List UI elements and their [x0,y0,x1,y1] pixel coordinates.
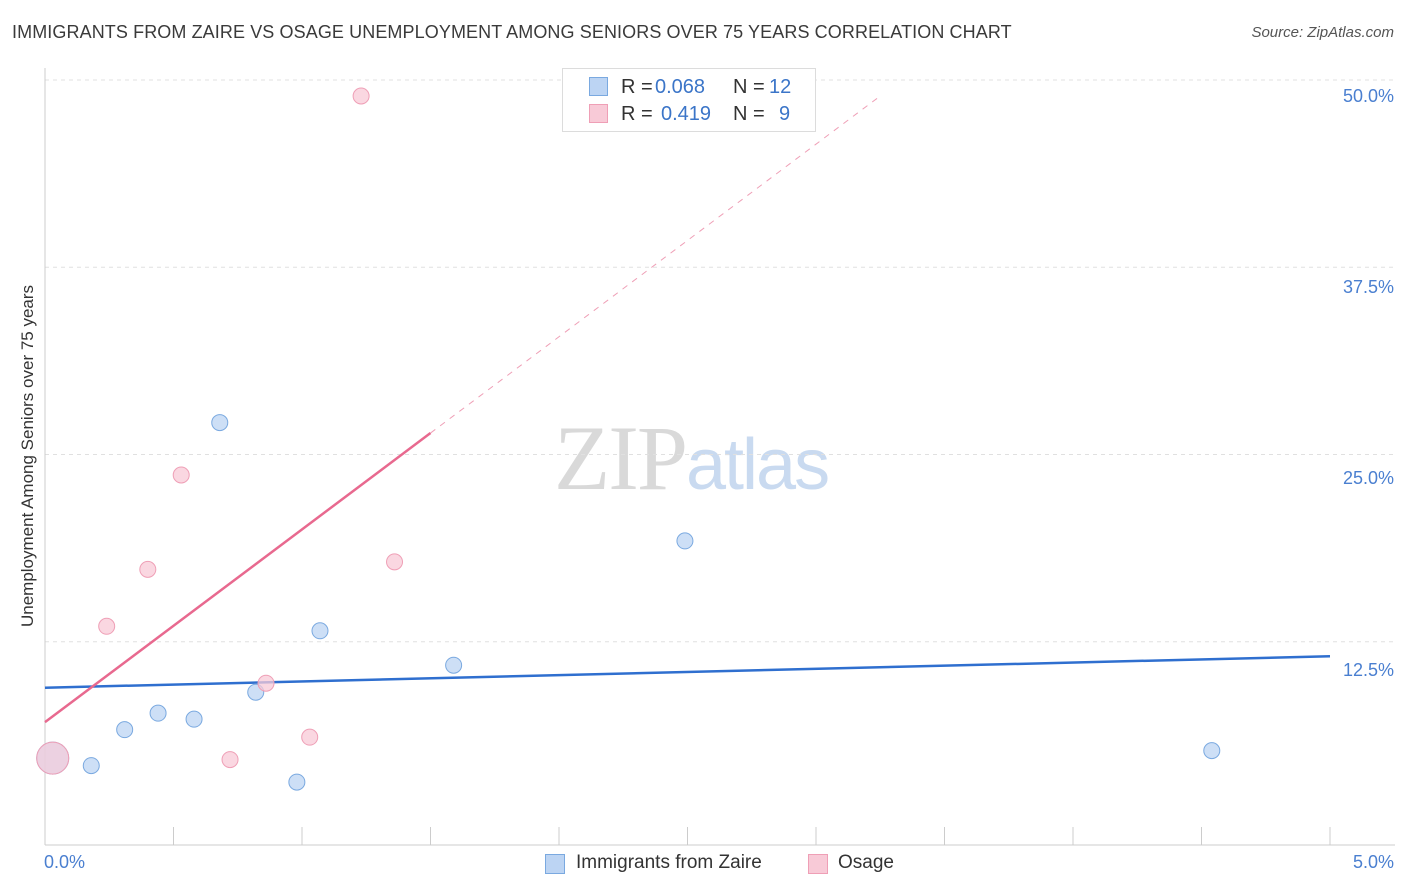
legend-zaire-swatch [545,854,565,874]
osage-point [98,617,116,635]
x-tick-label: 0.0% [44,852,86,872]
n-label: N = [733,76,765,98]
y-tick-label: 37.5% [1342,277,1394,297]
y-tick-label: 12.5% [1342,660,1394,680]
watermark: ZIPatlas [554,405,830,511]
zaire-point [82,757,100,775]
r-label: R = [621,76,653,98]
r-value: 0.068 [655,76,706,98]
axes [44,68,1395,846]
zaire-point [185,710,203,728]
data-points [36,87,1221,791]
n-label: N = [733,103,765,125]
grid-lines [45,79,1395,643]
zaire-point [311,622,329,640]
legend-osage-label: Osage [838,852,894,873]
stats-legend: R = 0.068 N = 12 R = 0.419 N = 9 [562,68,816,132]
y-axis-label: Unemployment Among Seniors over 75 years [18,284,37,628]
zaire-point [288,773,306,791]
legend-zaire-label: Immigrants from Zaire [576,852,762,873]
osage-point [221,751,239,769]
zaire-point [211,414,229,432]
n-value: 12 [769,76,792,98]
watermark-atlas: atlas [686,425,830,505]
source-label: Source: ZipAtlas.com [1251,24,1394,41]
osage-point [386,553,404,571]
r-value: 0.419 [661,103,712,125]
zaire-point [676,532,694,550]
osage-trend-extension [430,95,881,434]
zaire-swatch [589,77,608,96]
y-tick-label: 50.0% [1342,86,1394,106]
y-tick-label: 25.0% [1342,468,1394,488]
n-value: 9 [779,103,791,125]
osage-trend-line [44,432,432,724]
legend-osage-swatch [808,854,828,874]
trend-lines [44,95,1331,724]
osage-point [36,741,70,775]
zaire-point [116,721,134,739]
osage-point [301,728,319,746]
r-label: R = [621,103,653,125]
osage-point [172,466,190,484]
zaire-point [149,704,167,722]
watermark-zip: ZIP [554,407,688,509]
osage-point [139,560,157,578]
osage-point [352,87,370,105]
osage-point [257,674,275,692]
zaire-point [1203,742,1221,760]
osage-swatch [589,104,608,123]
zaire-trend-line [44,655,1331,689]
zaire-point [445,656,463,674]
chart-title: IMMIGRANTS FROM ZAIRE VS OSAGE UNEMPLOYM… [12,22,1012,42]
x-tick-label: 5.0% [1352,852,1394,872]
